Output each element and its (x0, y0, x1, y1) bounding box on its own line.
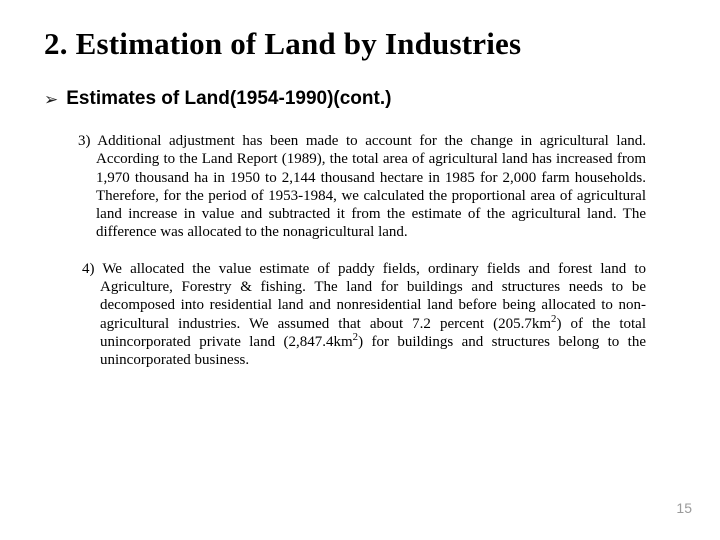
subhead-text: Estimates of Land(1954-1990)(cont.) (66, 88, 391, 110)
para4-label: 4) (82, 261, 95, 277)
slide-container: 2. Estimation of Land by Industries ➢ Es… (0, 0, 720, 540)
paragraph-3: 3) Additional adjustment has been made t… (78, 132, 646, 242)
subhead-row: ➢ Estimates of Land(1954-1990)(cont.) (44, 88, 676, 110)
paragraph-4-wrap: 4) We allocated the value estimate of pa… (82, 260, 646, 370)
para3-label: 3) (78, 133, 91, 149)
slide-title: 2. Estimation of Land by Industries (44, 26, 676, 62)
paragraph-3-wrap: 3) Additional adjustment has been made t… (78, 132, 646, 242)
page-number: 15 (676, 500, 692, 516)
chevron-icon: ➢ (44, 91, 58, 108)
para3-text: Additional adjustment has been made to a… (96, 133, 646, 240)
paragraph-4: 4) We allocated the value estimate of pa… (82, 260, 646, 370)
